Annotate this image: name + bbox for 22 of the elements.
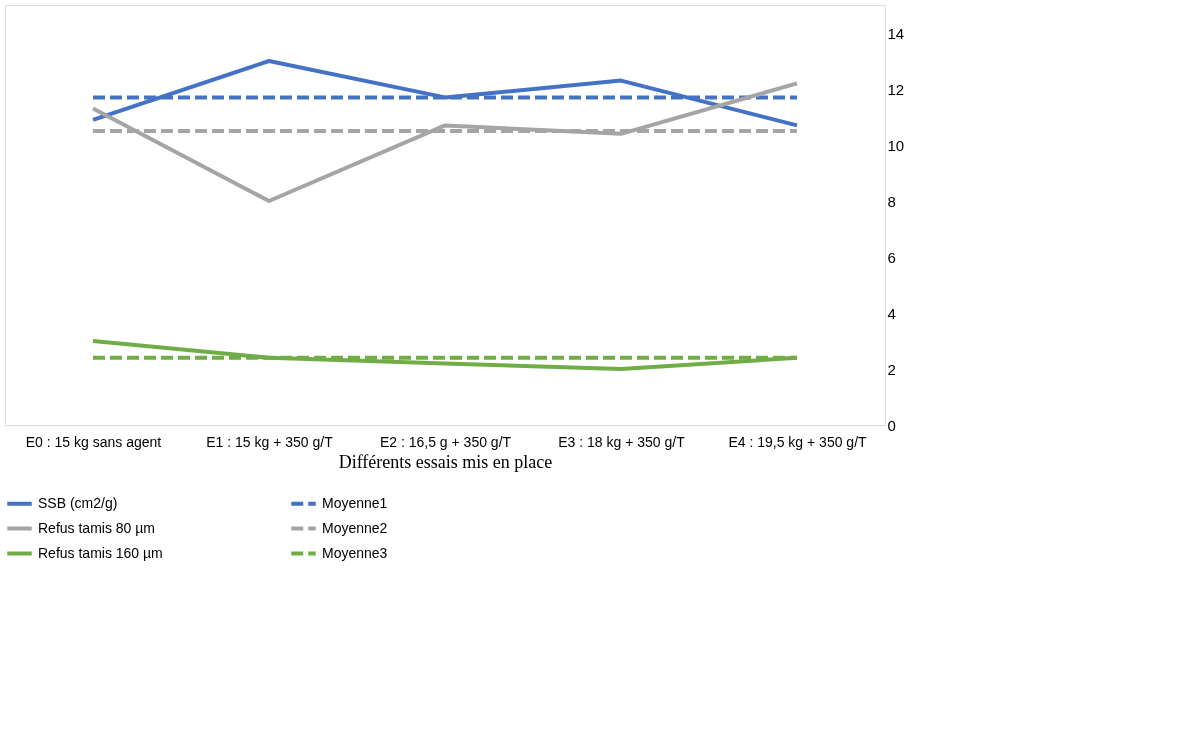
legend-label: Moyenne1 (322, 494, 388, 511)
x-tick-label: E1 : 15 kg + 350 g/T (206, 433, 334, 450)
y-tick-label: 10 (887, 136, 905, 154)
legend-label: Refus tamis 80 µm (38, 519, 155, 536)
y-tick-label: 0 (887, 416, 896, 434)
x-axis-title: Différents essais mis en place (338, 451, 553, 472)
legend-label: Moyenne2 (322, 519, 388, 536)
y-tick-label: 2 (887, 360, 896, 378)
x-tick-label: E0 : 15 kg sans agent (25, 433, 162, 450)
line-series (91, 59, 799, 128)
y-tick-label: 6 (887, 248, 896, 266)
legend-label: SSB (cm2/g) (38, 494, 118, 511)
y-tick-label: 8 (887, 192, 896, 210)
x-tick-label: E4 : 19,5 kg + 350 g/T (728, 433, 868, 450)
y-tick-label: 14 (887, 24, 905, 42)
line-series (91, 81, 799, 203)
x-tick-label: E3 : 18 kg + 350 g/T (558, 433, 686, 450)
y-tick-label: 12 (887, 80, 905, 98)
x-tick-label: E2 : 16,5 g + 350 g/T (379, 433, 512, 450)
legend-label: Moyenne3 (322, 544, 388, 561)
legend-label: Refus tamis 160 µm (38, 544, 163, 561)
y-tick-label: 4 (887, 304, 896, 322)
